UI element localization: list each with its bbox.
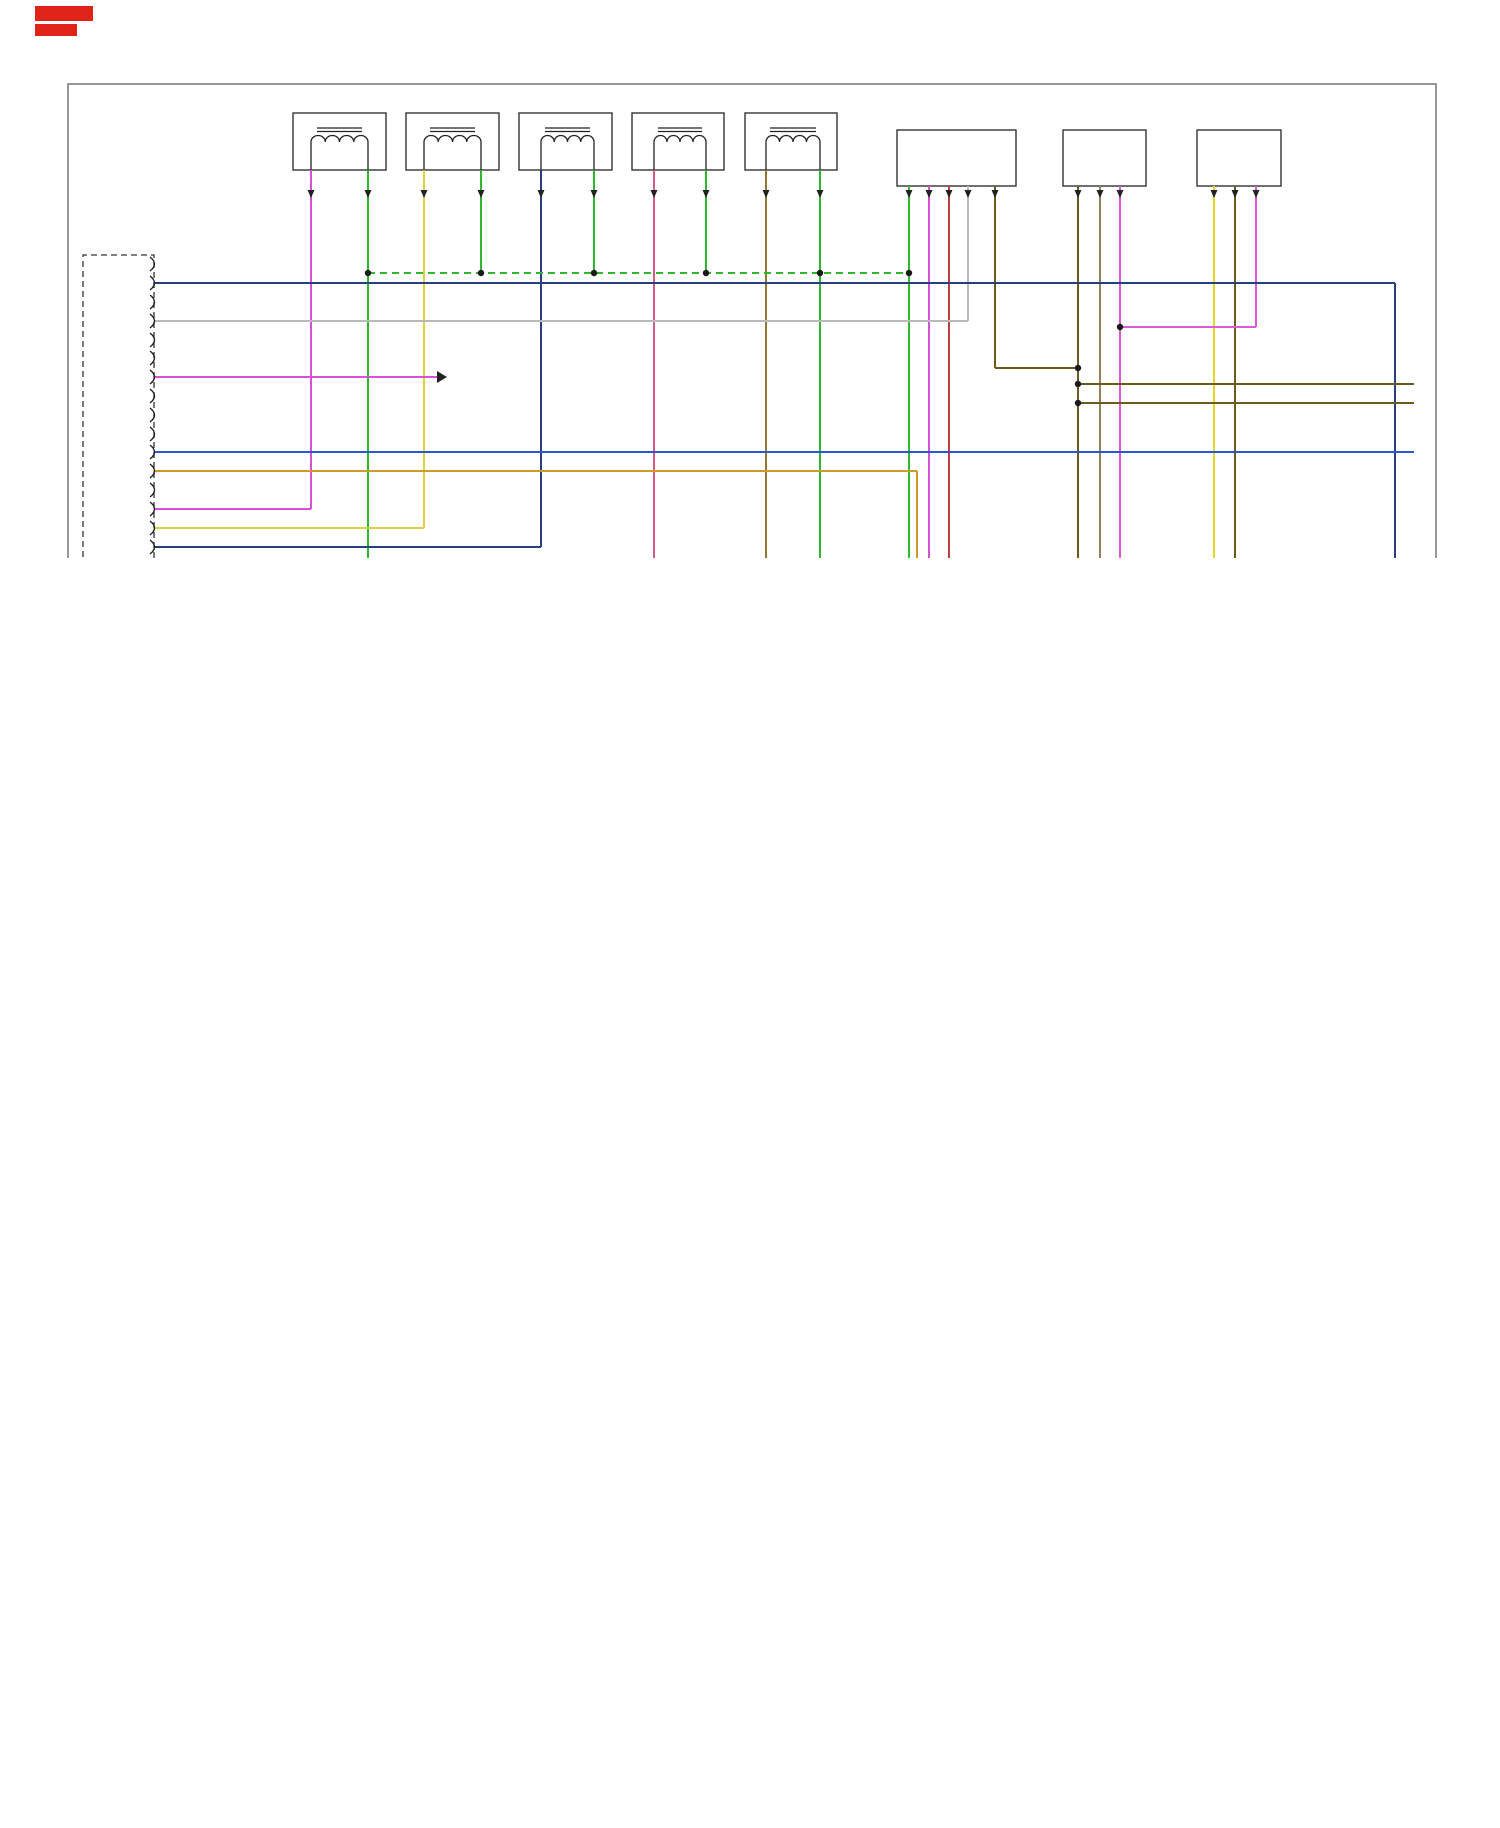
red-print-mark bbox=[35, 24, 77, 36]
injector-leads bbox=[765, 142, 821, 170]
red-print-mark bbox=[35, 6, 93, 21]
maf-sensor bbox=[896, 129, 1017, 187]
injector-leads bbox=[423, 142, 482, 170]
arrow-right-icon bbox=[437, 371, 447, 383]
injector-box bbox=[631, 112, 725, 171]
injector-coil bbox=[765, 134, 821, 143]
injector-leads bbox=[653, 142, 707, 170]
intake-manifold-pressure-sensor bbox=[1196, 129, 1282, 187]
ac-pressure-sensor bbox=[1062, 129, 1147, 187]
injector-box bbox=[518, 112, 613, 171]
map-sensor-box bbox=[1196, 129, 1282, 187]
fuel-injector-1-symbol bbox=[292, 112, 387, 171]
injector-coil bbox=[540, 134, 595, 143]
pin-arrow-icons bbox=[307, 190, 1260, 198]
connector-pin-arcs bbox=[149, 256, 156, 555]
fuel-injector-4-symbol bbox=[631, 112, 725, 171]
cooling-fans-callout bbox=[437, 371, 447, 383]
injector-coil bbox=[310, 134, 369, 143]
ac-sensor-box bbox=[1062, 129, 1147, 187]
maf-sensor-box bbox=[896, 129, 1017, 187]
injector-coil bbox=[653, 134, 707, 143]
injector-box bbox=[744, 112, 838, 171]
fuel-injector-3-symbol bbox=[518, 112, 613, 171]
diagram-border-upper bbox=[67, 83, 1437, 558]
fuel-injector-2-symbol bbox=[405, 112, 500, 171]
ecm-connector-outline bbox=[82, 254, 155, 558]
junction-dots bbox=[364, 269, 1124, 407]
injector-leads bbox=[310, 142, 369, 170]
injector-coil bbox=[423, 134, 482, 143]
injector-leads bbox=[540, 142, 595, 170]
fuel-injector-5-symbol bbox=[744, 112, 838, 171]
